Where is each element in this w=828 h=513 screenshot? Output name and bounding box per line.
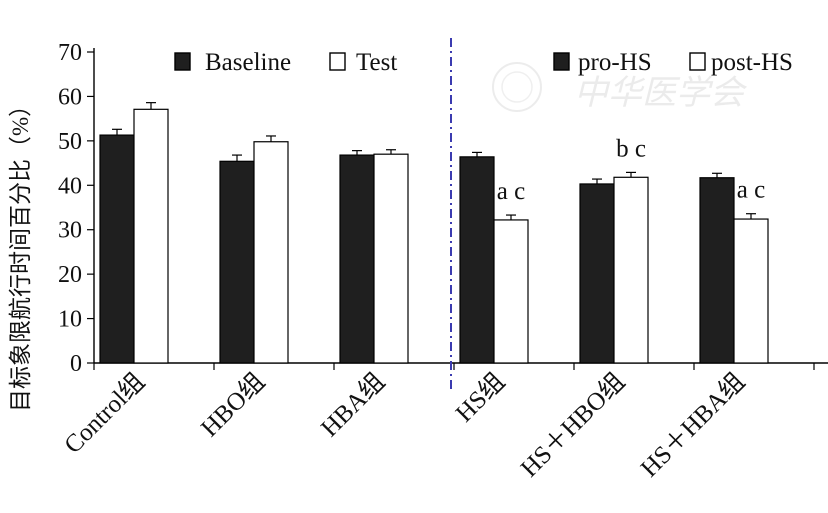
- legend-label-post-hs: post-HS: [711, 49, 793, 76]
- legend-swatch-pro-hs: [553, 52, 570, 71]
- bar-pro-hs: [579, 183, 615, 364]
- x-tick-labels: Control组 HBO组 HBA组 HS组 HS＋HBO组 HS＋HBA组: [59, 367, 751, 482]
- significance-label: a c: [497, 178, 525, 205]
- bar-post-hs: [613, 176, 649, 364]
- watermark-seal-icon: [492, 62, 542, 112]
- x-tick-label: HS组: [450, 367, 510, 427]
- watermark-seal-inner-ring: [501, 71, 533, 103]
- legends: Baseline Test pro-HS post-HS: [174, 49, 793, 76]
- bar-test: [253, 141, 289, 364]
- y-tick-label: 70: [58, 40, 82, 66]
- y-tick-label: 10: [58, 307, 82, 333]
- y-axis-label-container: 目标象限航行时间百分比（%）: [2, 18, 38, 418]
- x-tick-label: HS＋HBA组: [635, 367, 750, 482]
- significance-annotations: a c b c a c: [497, 135, 765, 205]
- y-tick-label: 50: [58, 129, 82, 155]
- y-tick-label: 30: [58, 218, 82, 244]
- bar-test: [133, 108, 169, 364]
- legend-swatch-test: [329, 52, 346, 71]
- x-tick-label: HBO组: [195, 367, 270, 442]
- error-bars: [112, 102, 756, 220]
- x-tick-label: Control组: [59, 367, 151, 459]
- watermark: 中华医学会: [492, 62, 748, 113]
- x-tick-label: HS＋HBO组: [515, 367, 630, 482]
- bar-pro-hs: [459, 156, 495, 364]
- bar-baseline: [219, 160, 255, 364]
- x-tick-label: HBA组: [315, 367, 390, 442]
- bar-baseline: [339, 154, 375, 364]
- bar-post-hs: [733, 218, 769, 364]
- y-tick-label: 40: [58, 173, 82, 199]
- legend-swatch-baseline: [174, 52, 191, 71]
- bar-baseline: [99, 134, 135, 364]
- y-tick-label: 0: [70, 351, 82, 377]
- legend-label-pro-hs: pro-HS: [578, 49, 652, 76]
- bar-pro-hs: [699, 177, 735, 364]
- legend-label-test: Test: [356, 49, 397, 76]
- bar-post-hs: [493, 219, 529, 364]
- bar-test: [373, 153, 409, 364]
- y-axis-label-svg: 目标象限航行时间百分比（%）: [8, 94, 33, 412]
- significance-label: b c: [616, 135, 646, 162]
- bars: [99, 108, 769, 364]
- watermark-text: 中华医学会: [574, 73, 748, 113]
- legend-label-baseline: Baseline: [205, 49, 291, 76]
- y-axis-label: 目标象限航行时间百分比（%）: [8, 94, 33, 412]
- legend-swatch-post-hs: [689, 52, 706, 71]
- y-tick-label: 60: [58, 84, 82, 110]
- significance-label: a c: [737, 177, 765, 204]
- y-tick-label: 20: [58, 262, 82, 288]
